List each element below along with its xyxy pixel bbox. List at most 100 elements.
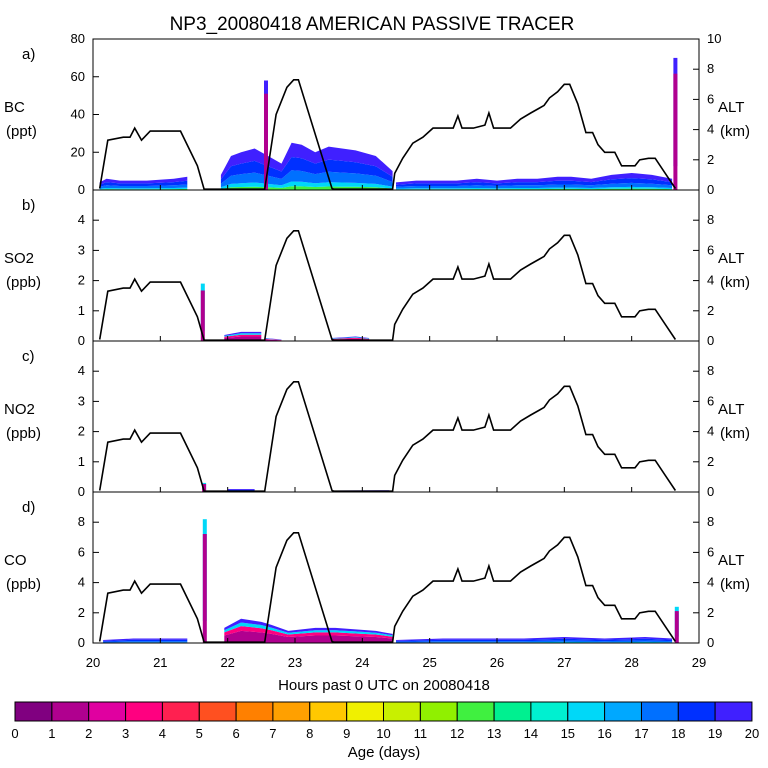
alt-tick-label-no2-4: 8 bbox=[707, 363, 714, 378]
alt-tick-label-co-0: 0 bbox=[707, 635, 714, 650]
colorbar-swatch-14 bbox=[530, 701, 569, 722]
y-tick-label-so2-4: 4 bbox=[78, 212, 85, 227]
colorbar-swatch-4 bbox=[161, 701, 200, 722]
alt-label-bc: ALT bbox=[718, 99, 744, 116]
colorbar-swatch-17 bbox=[641, 701, 679, 722]
species-label-so2: SO2 bbox=[4, 250, 34, 267]
alt-label-so2: ALT bbox=[718, 250, 744, 267]
tracer-layer-no2-0-4 bbox=[227, 489, 255, 490]
tracer-layer-bc-2-3 bbox=[396, 178, 673, 187]
tracer-layer-co-2-4 bbox=[396, 637, 673, 641]
alt-unit-no2: (km) bbox=[720, 425, 750, 442]
y-tick-label-no2-3: 3 bbox=[78, 393, 85, 408]
species-unit-co: (ppb) bbox=[6, 576, 41, 593]
species-label-no2: NO2 bbox=[4, 401, 35, 418]
alt-tick-label-co-2: 4 bbox=[707, 575, 714, 590]
colorbar-label: Age (days) bbox=[348, 744, 421, 761]
y-tick-label-so2-0: 0 bbox=[78, 333, 85, 348]
x-tick-label-23: 23 bbox=[288, 655, 302, 670]
y-tick-label-bc-3: 60 bbox=[71, 69, 85, 84]
y-tick-label-bc-1: 20 bbox=[71, 144, 85, 159]
tracer-spike-base-co-0 bbox=[202, 534, 207, 643]
panel-no2: 0 1 2 3 4 0 2 4 6 8 c) NO2 (ppb) ALT (km) bbox=[4, 340, 750, 499]
alt-tick-label-no2-2: 4 bbox=[707, 424, 714, 439]
colorbar-swatch-9 bbox=[346, 701, 385, 722]
species-unit-no2: (ppb) bbox=[6, 425, 41, 442]
y-tick-label-co-0: 0 bbox=[78, 635, 85, 650]
alt-tick-label-bc-0: 0 bbox=[707, 182, 714, 197]
x-tick-label-27: 27 bbox=[557, 655, 571, 670]
y-tick-label-so2-1: 1 bbox=[78, 303, 85, 318]
tracer-layer-bc-0-4 bbox=[99, 176, 188, 185]
panel-bc: 0 20 40 60 80 0 2 4 6 8 10 a) BC (ppt) ALT (km) bbox=[4, 31, 750, 197]
colorbar-tick-9: 9 bbox=[343, 726, 350, 741]
tracer-layer-so2-2-3 bbox=[332, 336, 370, 339]
alt-label-no2: ALT bbox=[718, 401, 744, 418]
alt-tick-label-so2-1: 2 bbox=[707, 303, 714, 318]
alt-tick-label-co-4: 8 bbox=[707, 514, 714, 529]
alt-tick-label-bc-1: 2 bbox=[707, 152, 714, 167]
colorbar-swatch-13 bbox=[493, 701, 532, 722]
colorbar-swatch-6 bbox=[235, 701, 274, 722]
tracer-layer-bc-0-1 bbox=[99, 187, 188, 190]
plot-frame-so2 bbox=[92, 189, 700, 342]
alt-tick-label-co-3: 6 bbox=[707, 544, 714, 559]
x-axis-label: Hours past 0 UTC on 20080418 bbox=[278, 677, 490, 694]
colorbar-tick-8: 8 bbox=[306, 726, 313, 741]
colorbar-tick-18: 18 bbox=[671, 726, 685, 741]
panel-co: 0 2 4 6 8 0 2 4 6 8 d) CO (ppb) ALT (km) bbox=[4, 491, 750, 650]
y-tick-label-so2-2: 2 bbox=[78, 273, 85, 288]
colorbar-swatch-3 bbox=[125, 701, 163, 722]
panels: 0204060800246810a)BC(ppt)ALT(km)01234024… bbox=[4, 31, 750, 670]
tracer-spike-base-bc-1 bbox=[673, 73, 678, 190]
y-tick-label-co-3: 6 bbox=[78, 544, 85, 559]
alt-tick-label-bc-3: 6 bbox=[707, 91, 714, 106]
colorbar-swatch-5 bbox=[198, 701, 237, 722]
alt-tick-label-no2-3: 6 bbox=[707, 393, 714, 408]
colorbar-tick-2: 2 bbox=[85, 726, 92, 741]
tracer-spike-base-bc-0 bbox=[264, 93, 268, 190]
colorbar-swatch-0 bbox=[14, 701, 53, 722]
tracer-layer-bc-1-2 bbox=[220, 170, 393, 188]
colorbar-tick-14: 14 bbox=[524, 726, 538, 741]
alt-tick-label-bc-5: 10 bbox=[707, 31, 721, 46]
colorbar-tick-19: 19 bbox=[708, 726, 722, 741]
tracer-layer-co-1-2 bbox=[224, 622, 393, 637]
y-tick-label-co-2: 4 bbox=[78, 575, 85, 590]
altitude-line-co bbox=[98, 532, 677, 643]
colorbar-swatch-7 bbox=[272, 701, 311, 722]
alt-unit-bc: (km) bbox=[720, 123, 750, 140]
tracer-band-co-0 bbox=[103, 638, 188, 643]
tracer-layer-co-2-2 bbox=[396, 640, 673, 643]
panel-tag-bc: a) bbox=[22, 46, 35, 63]
species-label-co: CO bbox=[4, 552, 27, 569]
x-tick-label-25: 25 bbox=[422, 655, 436, 670]
x-tick-label-29: 29 bbox=[692, 655, 706, 670]
y-tick-label-bc-4: 80 bbox=[71, 31, 85, 46]
tracer-layer-so2-0-1 bbox=[224, 334, 262, 338]
tracer-layer-bc-1-3 bbox=[220, 157, 393, 184]
colorbar-swatch-18 bbox=[677, 701, 716, 722]
colorbar-tick-20: 20 bbox=[745, 726, 759, 741]
alt-unit-co: (km) bbox=[720, 576, 750, 593]
tracer-layer-bc-2-4 bbox=[396, 173, 673, 185]
plot-frame-no2 bbox=[92, 340, 700, 493]
tracer-band-co-2 bbox=[396, 637, 673, 643]
colorbar-swatch-19 bbox=[714, 701, 753, 722]
tracer-layer-so2-1-2 bbox=[264, 338, 282, 340]
alt-tick-label-bc-4: 8 bbox=[707, 61, 714, 76]
tracer-layer-bc-1-1 bbox=[220, 181, 393, 189]
tracer-layer-bc-0-3 bbox=[99, 180, 188, 187]
species-label-bc: BC bbox=[4, 99, 25, 116]
panel-tag-no2: c) bbox=[22, 348, 35, 365]
panel-tag-so2: b) bbox=[22, 197, 35, 214]
x-tick-label-26: 26 bbox=[490, 655, 504, 670]
alt-unit-so2: (km) bbox=[720, 274, 750, 291]
tracer-layer-co-1-3 bbox=[224, 618, 393, 636]
x-tick-label-21: 21 bbox=[153, 655, 167, 670]
tracer-layer-so2-0-3 bbox=[224, 331, 262, 336]
alt-tick-label-so2-4: 8 bbox=[707, 212, 714, 227]
alt-tick-label-so2-0: 0 bbox=[707, 333, 714, 348]
y-tick-label-co-1: 2 bbox=[78, 605, 85, 620]
